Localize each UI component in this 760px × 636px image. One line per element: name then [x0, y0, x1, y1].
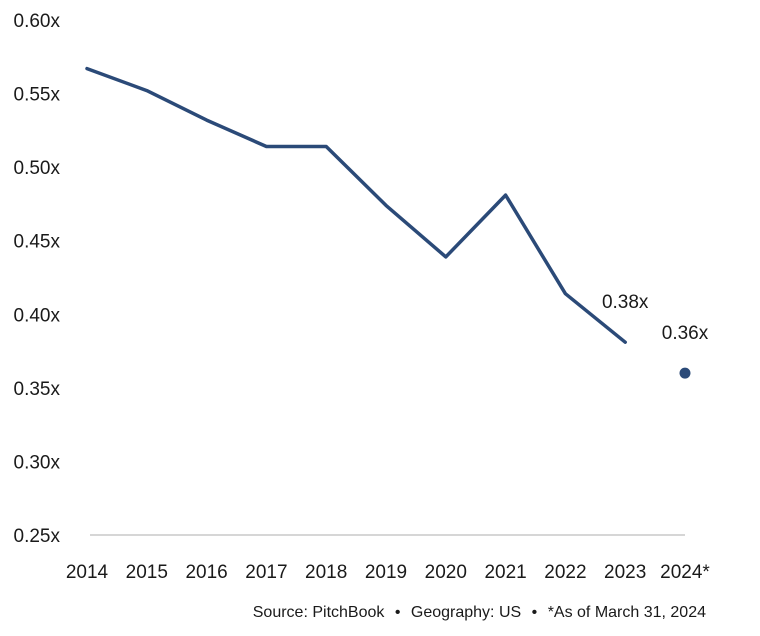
- x-tick-label: 2014: [66, 562, 109, 583]
- y-tick-label: 0.55x: [14, 85, 61, 106]
- x-tick-label: 2019: [365, 562, 407, 583]
- x-tick-label: 2021: [484, 562, 526, 583]
- y-tick-label: 0.60x: [14, 11, 61, 32]
- source-footer: Source: PitchBook • Geography: US • *As …: [253, 604, 706, 622]
- x-tick-label: 2016: [185, 562, 227, 583]
- separator-dot: •: [531, 604, 538, 621]
- y-tick-label: 0.35x: [14, 379, 61, 400]
- x-tick-label: 2020: [425, 562, 467, 583]
- y-tick-label: 0.45x: [14, 232, 61, 253]
- source-text: Source: PitchBook: [252, 604, 385, 621]
- y-tick-label: 0.50x: [14, 158, 61, 179]
- geography-text: Geography: US: [410, 604, 522, 621]
- x-tick-label: 2024*: [660, 562, 710, 583]
- separator-dot: •: [394, 604, 401, 621]
- series-line: [85, 66, 627, 344]
- y-axis-ticks: 0.25x 0.30x 0.35x 0.40x 0.45x 0.50x 0.55x 0.60x: [14, 11, 61, 547]
- y-tick-label: 0.40x: [14, 305, 61, 326]
- x-axis-ticks: 2014 2015 2016 2017 2018 2019 2020 2021 2022 2023…: [66, 562, 711, 583]
- y-tick-label: 0.30x: [14, 452, 61, 473]
- note-text: *As of March 31, 2024: [547, 604, 706, 621]
- data-label: 0.38x: [602, 292, 649, 313]
- y-tick-label: 0.25x: [14, 526, 61, 547]
- x-tick-label: 2017: [245, 562, 287, 583]
- data-label: 0.36x: [662, 323, 709, 344]
- data-labels: 0.38x 0.36x: [602, 292, 709, 344]
- x-tick-label: 2022: [544, 562, 586, 583]
- x-tick-label: 2023: [604, 562, 646, 583]
- data-points: [679, 367, 691, 379]
- x-tick-label: 2018: [305, 562, 347, 583]
- line-chart: 0.25x 0.30x 0.35x 0.40x 0.45x 0.50x 0.55x 0.60x…: [14, 11, 711, 583]
- x-tick-label: 2015: [126, 562, 168, 583]
- data-point-dot: [679, 367, 691, 379]
